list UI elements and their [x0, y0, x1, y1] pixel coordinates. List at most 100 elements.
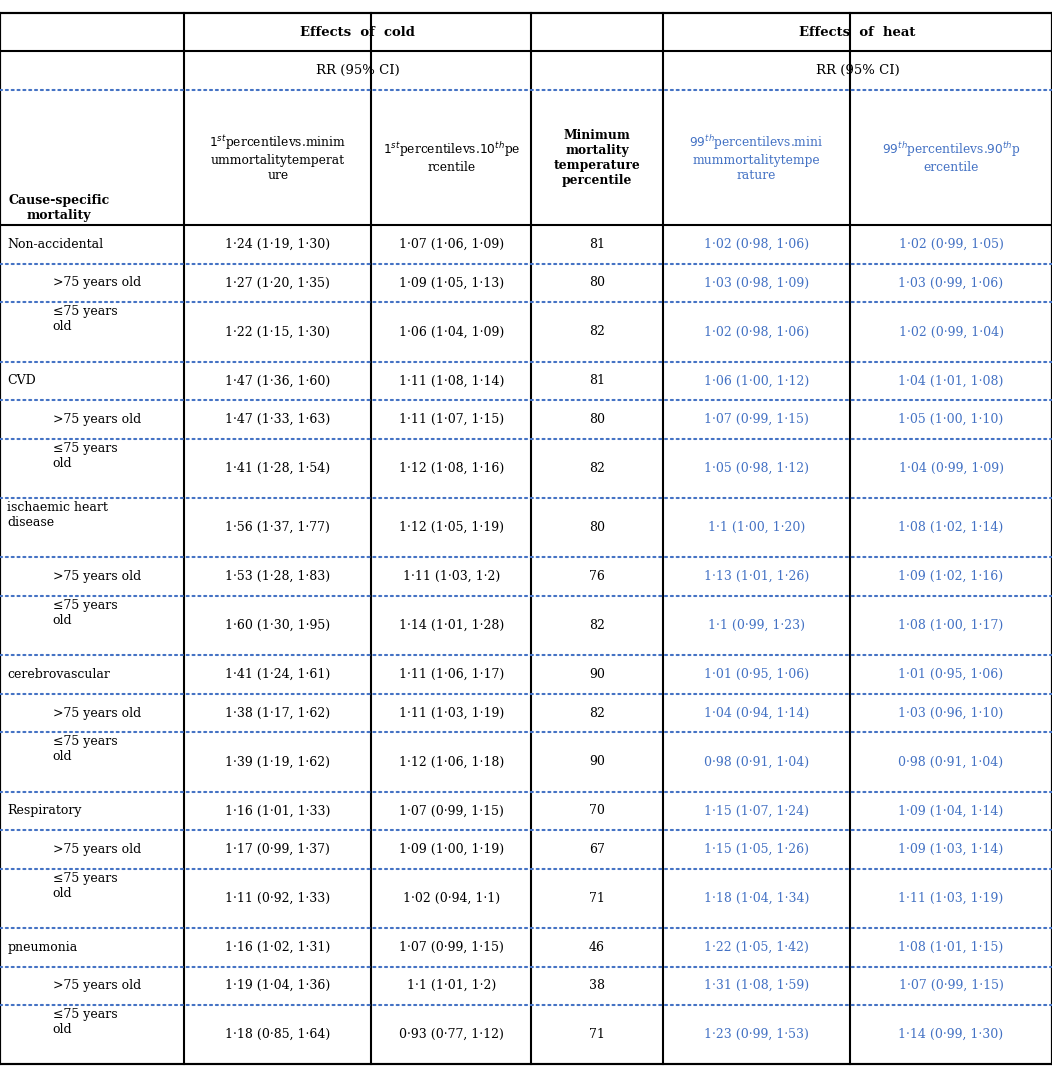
Text: 1·23 (0·99, 1·53): 1·23 (0·99, 1·53) [704, 1028, 809, 1041]
Text: ischaemic heart
disease: ischaemic heart disease [7, 501, 108, 529]
Text: ≤75 years
old: ≤75 years old [53, 442, 117, 470]
Text: 1·02 (0·98, 1·06): 1·02 (0·98, 1·06) [704, 325, 809, 338]
Text: 1·07 (0·99, 1·15): 1·07 (0·99, 1·15) [704, 413, 809, 426]
Text: 81: 81 [589, 374, 605, 387]
Text: CVD: CVD [7, 374, 36, 387]
Text: 1·04 (0·99, 1·09): 1·04 (0·99, 1·09) [898, 461, 1004, 474]
Text: Minimum
mortality
temperature
percentile: Minimum mortality temperature percentile [553, 129, 641, 187]
Text: 1·02 (0·99, 1·05): 1·02 (0·99, 1·05) [898, 238, 1004, 251]
Text: RR (95% CI): RR (95% CI) [316, 64, 400, 77]
Text: 90: 90 [589, 755, 605, 768]
Text: 1·12 (1·06, 1·18): 1·12 (1·06, 1·18) [399, 755, 504, 768]
Text: 1·53 (1·28, 1·83): 1·53 (1·28, 1·83) [225, 570, 330, 583]
Text: 67: 67 [589, 843, 605, 856]
Text: 1·13 (1·01, 1·26): 1·13 (1·01, 1·26) [704, 570, 809, 583]
Text: 1·39 (1·19, 1·62): 1·39 (1·19, 1·62) [225, 755, 330, 768]
Text: 1·22 (1·15, 1·30): 1·22 (1·15, 1·30) [225, 325, 330, 338]
Text: >75 years old: >75 years old [53, 706, 141, 720]
Text: 1·04 (1·01, 1·08): 1·04 (1·01, 1·08) [898, 374, 1004, 387]
Text: Effects  of  cold: Effects of cold [300, 26, 416, 39]
Text: $1^{st}$percentilevs.$10^{th}$pe
rcentile: $1^{st}$percentilevs.$10^{th}$pe rcentil… [383, 141, 520, 175]
Text: 1·11 (1·03, 1·19): 1·11 (1·03, 1·19) [399, 706, 504, 720]
Text: Respiratory: Respiratory [7, 805, 82, 818]
Text: 1·11 (1·07, 1·15): 1·11 (1·07, 1·15) [399, 413, 504, 426]
Text: 1·11 (0·92, 1·33): 1·11 (0·92, 1·33) [225, 892, 330, 905]
Text: 1·01 (0·95, 1·06): 1·01 (0·95, 1·06) [704, 668, 809, 681]
Text: 1·15 (1·05, 1·26): 1·15 (1·05, 1·26) [704, 843, 809, 856]
Text: pneumonia: pneumonia [7, 941, 78, 954]
Text: 1·16 (1·02, 1·31): 1·16 (1·02, 1·31) [225, 941, 330, 954]
Text: 80: 80 [589, 521, 605, 534]
Text: 1·14 (1·01, 1·28): 1·14 (1·01, 1·28) [399, 619, 504, 632]
Text: 1·01 (0·95, 1·06): 1·01 (0·95, 1·06) [898, 668, 1004, 681]
Text: 1·1 (0·99, 1·23): 1·1 (0·99, 1·23) [708, 619, 805, 632]
Text: 1·1 (1·01, 1·2): 1·1 (1·01, 1·2) [407, 980, 495, 993]
Text: 1·05 (1·00, 1·10): 1·05 (1·00, 1·10) [898, 413, 1004, 426]
Text: 82: 82 [589, 619, 605, 632]
Text: 1·56 (1·37, 1·77): 1·56 (1·37, 1·77) [225, 521, 330, 534]
Text: ≤75 years
old: ≤75 years old [53, 1009, 117, 1037]
Text: 1·11 (1·03, 1·19): 1·11 (1·03, 1·19) [898, 892, 1004, 905]
Text: 1·19 (1·04, 1·36): 1·19 (1·04, 1·36) [225, 980, 330, 993]
Text: 82: 82 [589, 461, 605, 474]
Text: 71: 71 [589, 1028, 605, 1041]
Text: 1·14 (0·99, 1·30): 1·14 (0·99, 1·30) [898, 1028, 1004, 1041]
Text: 1·18 (1·04, 1·34): 1·18 (1·04, 1·34) [704, 892, 809, 905]
Text: 1·11 (1·06, 1·17): 1·11 (1·06, 1·17) [399, 668, 504, 681]
Text: ≤75 years
old: ≤75 years old [53, 872, 117, 900]
Text: 1·12 (1·05, 1·19): 1·12 (1·05, 1·19) [399, 521, 504, 534]
Text: 46: 46 [589, 941, 605, 954]
Text: 1·41 (1·28, 1·54): 1·41 (1·28, 1·54) [225, 461, 330, 474]
Text: 1·09 (1·00, 1·19): 1·09 (1·00, 1·19) [399, 843, 504, 856]
Text: 82: 82 [589, 706, 605, 720]
Text: 1·16 (1·01, 1·33): 1·16 (1·01, 1·33) [225, 805, 330, 818]
Text: 1·07 (0·99, 1·15): 1·07 (0·99, 1·15) [399, 805, 504, 818]
Text: 1·41 (1·24, 1·61): 1·41 (1·24, 1·61) [225, 668, 330, 681]
Text: 1·15 (1·07, 1·24): 1·15 (1·07, 1·24) [704, 805, 809, 818]
Text: 1·09 (1·03, 1·14): 1·09 (1·03, 1·14) [898, 843, 1004, 856]
Text: 80: 80 [589, 413, 605, 426]
Text: Effects  of  heat: Effects of heat [800, 26, 915, 39]
Text: 1·03 (0·98, 1·09): 1·03 (0·98, 1·09) [704, 277, 809, 290]
Text: $1^{st}$percentilevs.minim
ummortalitytemperat
ure: $1^{st}$percentilevs.minim ummortalityte… [209, 133, 346, 181]
Text: 1·07 (1·06, 1·09): 1·07 (1·06, 1·09) [399, 238, 504, 251]
Text: 1·17 (0·99, 1·37): 1·17 (0·99, 1·37) [225, 843, 330, 856]
Text: >75 years old: >75 years old [53, 843, 141, 856]
Text: 1·18 (0·85, 1·64): 1·18 (0·85, 1·64) [225, 1028, 330, 1041]
Text: 1·05 (0·98, 1·12): 1·05 (0·98, 1·12) [704, 461, 809, 474]
Text: cerebrovascular: cerebrovascular [7, 668, 110, 681]
Text: 1·02 (0·99, 1·04): 1·02 (0·99, 1·04) [898, 325, 1004, 338]
Text: 1·38 (1·17, 1·62): 1·38 (1·17, 1·62) [225, 706, 330, 720]
Text: 0·98 (0·91, 1·04): 0·98 (0·91, 1·04) [898, 755, 1004, 768]
Text: 1·11 (1·03, 1·2): 1·11 (1·03, 1·2) [403, 570, 500, 583]
Text: 1·12 (1·08, 1·16): 1·12 (1·08, 1·16) [399, 461, 504, 474]
Text: 70: 70 [589, 805, 605, 818]
Text: 1·03 (0·99, 1·06): 1·03 (0·99, 1·06) [898, 277, 1004, 290]
Text: >75 years old: >75 years old [53, 277, 141, 290]
Text: 81: 81 [589, 238, 605, 251]
Text: 71: 71 [589, 892, 605, 905]
Text: $99^{th}$percentilevs.$90^{th}$p
ercentile: $99^{th}$percentilevs.$90^{th}$p ercenti… [882, 141, 1020, 175]
Text: 1·09 (1·05, 1·13): 1·09 (1·05, 1·13) [399, 277, 504, 290]
Text: 38: 38 [589, 980, 605, 993]
Text: >75 years old: >75 years old [53, 980, 141, 993]
Text: 0·93 (0·77, 1·12): 0·93 (0·77, 1·12) [399, 1028, 504, 1041]
Text: 76: 76 [589, 570, 605, 583]
Text: 1·02 (0·98, 1·06): 1·02 (0·98, 1·06) [704, 238, 809, 251]
Text: Non-accidental: Non-accidental [7, 238, 103, 251]
Text: 1·24 (1·19, 1·30): 1·24 (1·19, 1·30) [225, 238, 330, 251]
Text: 1·22 (1·05, 1·42): 1·22 (1·05, 1·42) [704, 941, 809, 954]
Text: 1·60 (1·30, 1·95): 1·60 (1·30, 1·95) [225, 619, 330, 632]
Text: 1·09 (1·04, 1·14): 1·09 (1·04, 1·14) [898, 805, 1004, 818]
Text: 1·07 (0·99, 1·15): 1·07 (0·99, 1·15) [399, 941, 504, 954]
Text: 1·06 (1·00, 1·12): 1·06 (1·00, 1·12) [704, 374, 809, 387]
Text: 1·07 (0·99, 1·15): 1·07 (0·99, 1·15) [898, 980, 1004, 993]
Text: ≤75 years
old: ≤75 years old [53, 735, 117, 764]
Text: $99^{th}$percentilevs.mini
mummortalitytempe
rature: $99^{th}$percentilevs.mini mummortalityt… [689, 133, 824, 182]
Text: 1·31 (1·08, 1·59): 1·31 (1·08, 1·59) [704, 980, 809, 993]
Text: 1·08 (1·00, 1·17): 1·08 (1·00, 1·17) [898, 619, 1004, 632]
Text: 1·47 (1·36, 1·60): 1·47 (1·36, 1·60) [225, 374, 330, 387]
Text: 1·27 (1·20, 1·35): 1·27 (1·20, 1·35) [225, 277, 330, 290]
Text: ≤75 years
old: ≤75 years old [53, 306, 117, 334]
Text: >75 years old: >75 years old [53, 570, 141, 583]
